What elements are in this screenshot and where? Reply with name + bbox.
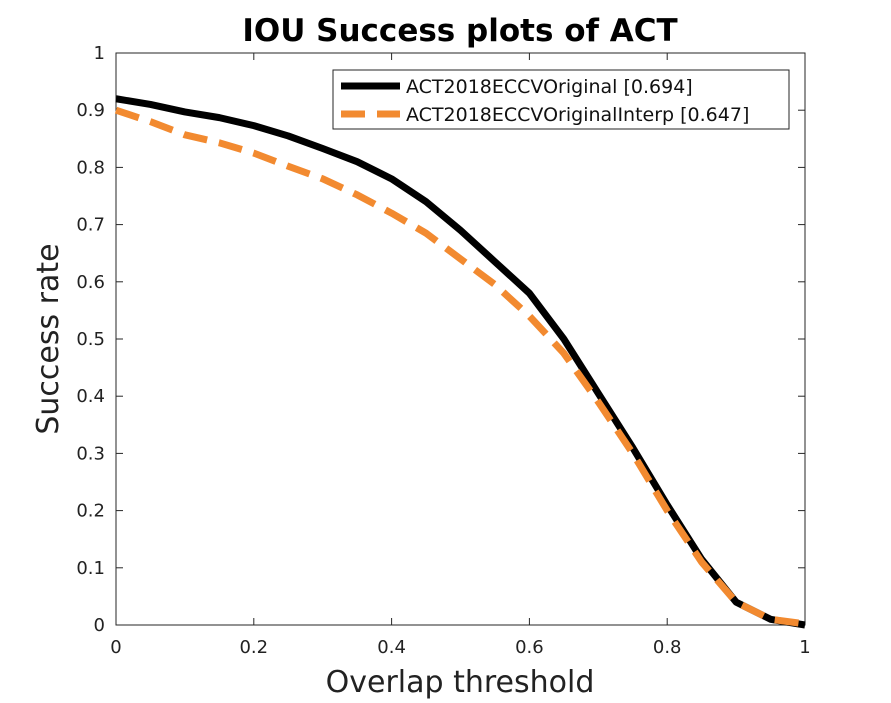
x-tick-label: 0.8	[653, 637, 682, 658]
x-tick-label: 1	[799, 637, 810, 658]
y-tick-label: 0.3	[76, 443, 105, 464]
y-tick-label: 0.8	[76, 157, 105, 178]
y-tick-label: 0.1	[76, 558, 105, 579]
y-tick-label: 0	[94, 615, 105, 636]
series-lines	[114, 95, 806, 629]
y-tick-label: 0.5	[76, 329, 105, 350]
chart-title: IOU Success plots of ACT	[242, 13, 677, 49]
x-tick-label: 0	[110, 637, 121, 658]
y-tick-label: 0.7	[76, 215, 105, 236]
y-tick-label: 0.4	[76, 386, 105, 407]
axis-ticks: 0 0.2 0.4 0.6 0.8 1 0 0.1 0.2 0.3 0.4 0.5 0.6 0.7 0.8 0…	[76, 43, 810, 658]
y-tick-label: 0.2	[76, 501, 105, 522]
legend-box	[332, 69, 790, 130]
x-tick-label: 0.2	[239, 637, 268, 658]
legend: ACT2018ECCVOriginal [0.694] ACT2018ECCVOr…	[332, 69, 790, 130]
x-axis-label: Overlap threshold	[326, 665, 595, 700]
y-axis-label: Success rate	[31, 243, 66, 434]
y-tick-label: 0.6	[76, 272, 105, 293]
x-tick-label: 0.6	[515, 637, 544, 658]
series-line-2	[114, 106, 806, 628]
y-tick-label: 0.9	[76, 100, 105, 121]
legend-label-2: ACT2018ECCVOriginalInterp [0.647]	[406, 104, 749, 126]
series-line-1	[115, 95, 806, 629]
legend-label-1: ACT2018ECCVOriginal [0.694]	[406, 76, 693, 98]
y-tick-label: 1	[94, 43, 105, 64]
x-tick-label: 0.4	[377, 637, 406, 658]
